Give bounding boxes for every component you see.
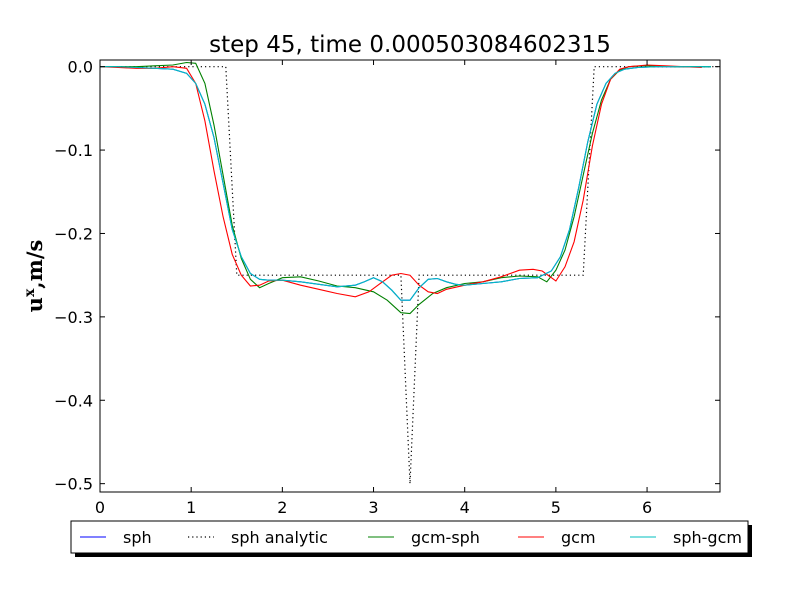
series-line-sph-analytic xyxy=(100,66,720,484)
x-tick-label: 5 xyxy=(551,498,561,517)
legend-label: gcm xyxy=(561,528,596,547)
x-tick-label: 4 xyxy=(460,498,470,517)
y-tick-label: −0.1 xyxy=(54,141,93,160)
legend-label: sph xyxy=(123,528,152,547)
x-tick-label: 2 xyxy=(277,498,287,517)
chart-title: step 45, time 0.000503084602315 xyxy=(209,32,611,58)
y-tick-label: −0.3 xyxy=(54,308,93,327)
series-line-gcm-sph xyxy=(100,61,711,315)
legend-label: sph analytic xyxy=(231,528,328,547)
legend: sph sph analytic gcm-sph gcm sph-gcm xyxy=(70,520,752,557)
y-axis-label-symbol: u xyxy=(22,297,47,312)
y-axis-label-superscript: x xyxy=(22,288,38,297)
x-tick-label: 6 xyxy=(642,498,652,517)
y-axis-label-unit: ,m/s xyxy=(22,240,47,289)
y-tick-label: 0.0 xyxy=(68,58,93,77)
plot-frame xyxy=(99,59,721,493)
series-layer xyxy=(100,61,720,484)
y-tick-label: −0.2 xyxy=(54,224,93,243)
x-tick-label: 3 xyxy=(368,498,378,517)
x-tick-label: 0 xyxy=(95,498,105,517)
series-line-gcm xyxy=(100,64,702,298)
y-axis-label: ux,m/s xyxy=(22,240,47,313)
y-tick-label: −0.5 xyxy=(54,475,93,494)
legend-label: sph-gcm xyxy=(673,528,742,547)
x-axis: 0 1 2 3 4 5 6 xyxy=(95,60,652,517)
x-tick-label: 1 xyxy=(186,498,196,517)
y-tick-label: −0.4 xyxy=(54,391,93,410)
series-line-sph-gcm xyxy=(100,66,711,301)
y-axis: 0.0 −0.1 −0.2 −0.3 −0.4 −0.5 xyxy=(54,58,720,494)
legend-label: gcm-sph xyxy=(411,528,480,547)
